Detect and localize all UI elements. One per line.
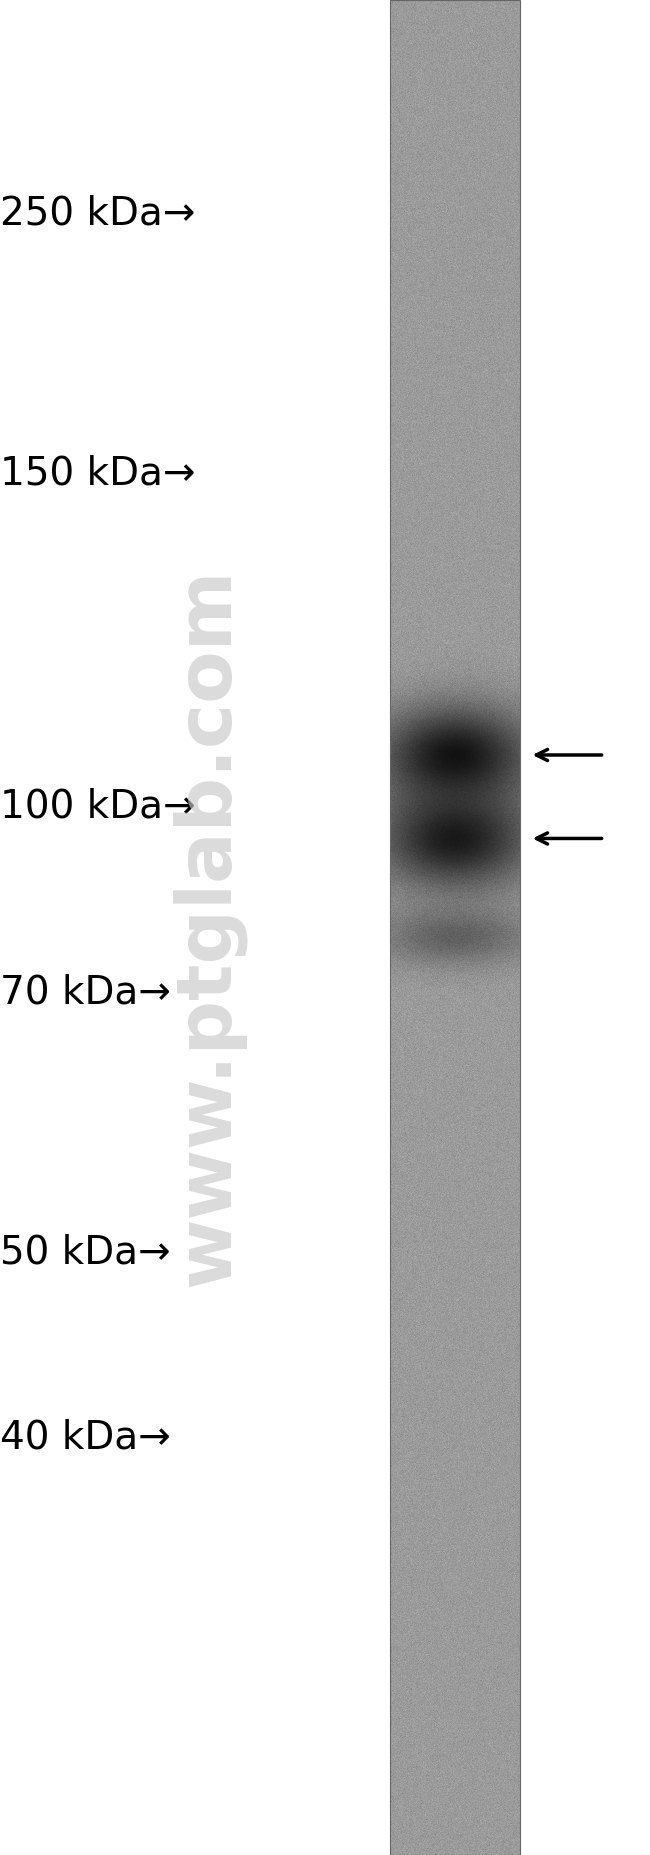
Bar: [390, 0, 520, 1855]
Text: 70 kDa→: 70 kDa→: [0, 974, 171, 1011]
Text: 100 kDa→: 100 kDa→: [0, 788, 196, 825]
Text: 150 kDa→: 150 kDa→: [0, 454, 196, 492]
Text: www.ptglab.com: www.ptglab.com: [171, 568, 245, 1287]
Text: 40 kDa→: 40 kDa→: [0, 1419, 171, 1456]
Text: 250 kDa→: 250 kDa→: [0, 195, 196, 232]
Text: 50 kDa→: 50 kDa→: [0, 1234, 170, 1271]
